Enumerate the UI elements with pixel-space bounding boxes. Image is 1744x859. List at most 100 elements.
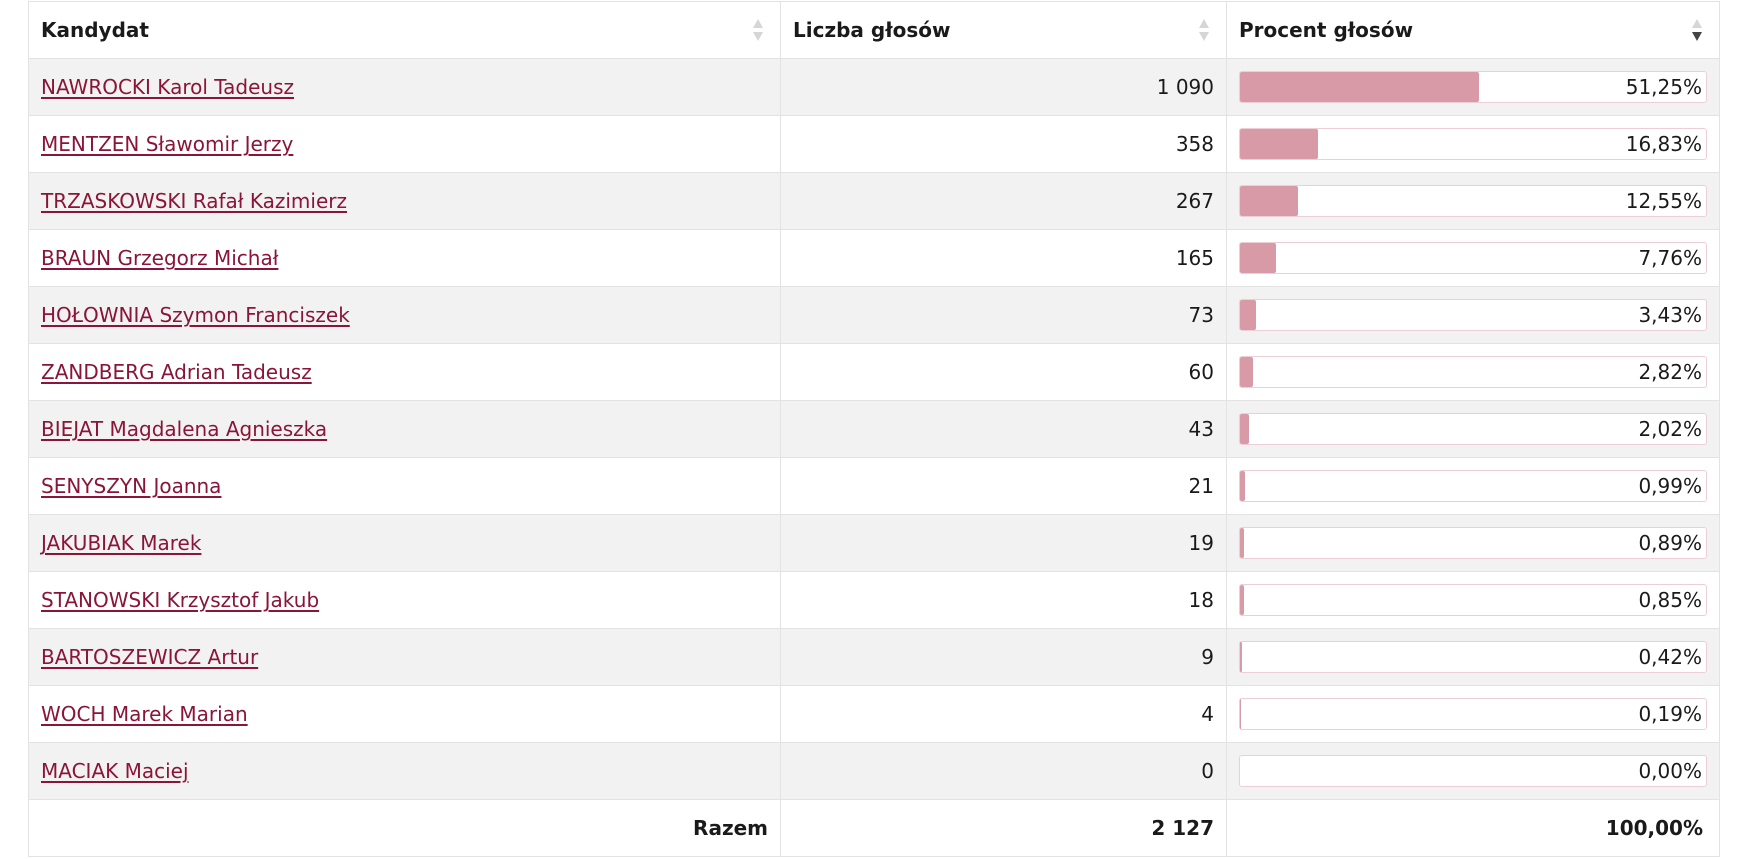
results-table-container: Kandydat Liczba głosów Procent głosów: [28, 1, 1720, 857]
candidate-link[interactable]: TRZASKOWSKI Rafał Kazimierz: [41, 189, 347, 213]
table-row: MENTZEN Sławomir Jerzy 358 16,83%: [28, 115, 1720, 173]
table-row: MACIAK Maciej 0 0,00%: [28, 742, 1720, 800]
table-row: BIEJAT Magdalena Agnieszka 43 2,02%: [28, 400, 1720, 458]
votes-cell: 73: [780, 286, 1227, 344]
percent-label: 0,99%: [1638, 474, 1702, 498]
percent-label: 0,00%: [1638, 759, 1702, 783]
votes-cell: 358: [780, 115, 1227, 173]
candidate-cell: JAKUBIAK Marek: [28, 514, 781, 572]
percent-cell: 16,83%: [1226, 115, 1720, 173]
percent-bar-fill: [1240, 585, 1244, 615]
percent-bar: 51,25%: [1239, 71, 1707, 103]
candidate-cell: BIEJAT Magdalena Agnieszka: [28, 400, 781, 458]
percent-bar: 0,89%: [1239, 527, 1707, 559]
candidate-link[interactable]: BARTOSZEWICZ Artur: [41, 645, 259, 669]
column-header-votes[interactable]: Liczba głosów: [780, 1, 1227, 59]
sort-descending-icon[interactable]: [1691, 17, 1703, 43]
percent-label: 12,55%: [1625, 189, 1702, 213]
percent-bar-fill: [1240, 642, 1242, 672]
percent-bar: 12,55%: [1239, 185, 1707, 217]
percent-bar: 2,82%: [1239, 356, 1707, 388]
candidate-cell: BRAUN Grzegorz Michał: [28, 229, 781, 287]
table-row: JAKUBIAK Marek 19 0,89%: [28, 514, 1720, 572]
candidate-link[interactable]: JAKUBIAK Marek: [41, 531, 202, 555]
votes-cell: 9: [780, 628, 1227, 686]
candidate-link[interactable]: ZANDBERG Adrian Tadeusz: [41, 360, 312, 384]
candidate-cell: SENYSZYN Joanna: [28, 457, 781, 515]
candidate-cell: BARTOSZEWICZ Artur: [28, 628, 781, 686]
table-row: BRAUN Grzegorz Michał 165 7,76%: [28, 229, 1720, 287]
percent-bar: 0,42%: [1239, 641, 1707, 673]
percent-bar-fill: [1240, 528, 1245, 558]
candidate-cell: TRZASKOWSKI Rafał Kazimierz: [28, 172, 781, 230]
percent-cell: 0,89%: [1226, 514, 1720, 572]
percent-bar-fill: [1240, 186, 1299, 216]
percent-cell: 2,82%: [1226, 343, 1720, 401]
percent-bar: 0,99%: [1239, 470, 1707, 502]
percent-cell: 0,85%: [1226, 571, 1720, 629]
table-row: NAWROCKI Karol Tadeusz 1 090 51,25%: [28, 58, 1720, 116]
percent-label: 2,02%: [1638, 417, 1702, 441]
percent-bar: 0,85%: [1239, 584, 1707, 616]
candidate-link[interactable]: WOCH Marek Marian: [41, 702, 248, 726]
table-row: STANOWSKI Krzysztof Jakub 18 0,85%: [28, 571, 1720, 629]
candidate-link[interactable]: MACIAK Maciej: [41, 759, 189, 783]
percent-bar: 16,83%: [1239, 128, 1707, 160]
percent-cell: 2,02%: [1226, 400, 1720, 458]
percent-bar-fill: [1240, 72, 1479, 102]
votes-cell: 18: [780, 571, 1227, 629]
votes-cell: 19: [780, 514, 1227, 572]
percent-label: 0,89%: [1638, 531, 1702, 555]
percent-label: 7,76%: [1638, 246, 1702, 270]
candidate-cell: HOŁOWNIA Szymon Franciszek: [28, 286, 781, 344]
votes-cell: 0: [780, 742, 1227, 800]
column-header-label: Procent głosów: [1239, 18, 1414, 42]
candidate-link[interactable]: NAWROCKI Karol Tadeusz: [41, 75, 295, 99]
percent-bar: 3,43%: [1239, 299, 1707, 331]
votes-cell: 60: [780, 343, 1227, 401]
sort-both-icon[interactable]: [1198, 17, 1210, 43]
candidate-link[interactable]: HOŁOWNIA Szymon Franciszek: [41, 303, 350, 327]
column-header-candidate[interactable]: Kandydat: [28, 1, 781, 59]
column-header-label: Kandydat: [41, 18, 149, 42]
votes-cell: 4: [780, 685, 1227, 743]
table-row: BARTOSZEWICZ Artur 9 0,42%: [28, 628, 1720, 686]
total-votes: 2 127: [780, 799, 1227, 857]
percent-cell: 12,55%: [1226, 172, 1720, 230]
percent-label: 2,82%: [1638, 360, 1702, 384]
candidate-cell: MENTZEN Sławomir Jerzy: [28, 115, 781, 173]
percent-label: 0,19%: [1638, 702, 1702, 726]
column-header-label: Liczba głosów: [793, 18, 951, 42]
column-header-percent[interactable]: Procent głosów: [1226, 1, 1720, 59]
votes-cell: 267: [780, 172, 1227, 230]
table-row: TRZASKOWSKI Rafał Kazimierz 267 12,55%: [28, 172, 1720, 230]
candidate-link[interactable]: MENTZEN Sławomir Jerzy: [41, 132, 294, 156]
candidate-link[interactable]: BIEJAT Magdalena Agnieszka: [41, 417, 328, 441]
candidate-cell: MACIAK Maciej: [28, 742, 781, 800]
percent-bar-fill: [1240, 414, 1250, 444]
percent-label: 16,83%: [1625, 132, 1702, 156]
votes-cell: 43: [780, 400, 1227, 458]
percent-cell: 51,25%: [1226, 58, 1720, 116]
percent-bar-fill: [1240, 243, 1277, 273]
percent-cell: 0,00%: [1226, 742, 1720, 800]
candidate-cell: STANOWSKI Krzysztof Jakub: [28, 571, 781, 629]
table-row: HOŁOWNIA Szymon Franciszek 73 3,43%: [28, 286, 1720, 344]
percent-bar: 0,19%: [1239, 698, 1707, 730]
table-row: ZANDBERG Adrian Tadeusz 60 2,82%: [28, 343, 1720, 401]
total-percent: 100,00%: [1226, 799, 1720, 857]
candidate-link[interactable]: STANOWSKI Krzysztof Jakub: [41, 588, 320, 612]
total-row: Razem 2 127 100,00%: [28, 799, 1720, 857]
votes-cell: 1 090: [780, 58, 1227, 116]
percent-cell: 7,76%: [1226, 229, 1720, 287]
percent-label: 51,25%: [1625, 75, 1702, 99]
results-body: NAWROCKI Karol Tadeusz 1 090 51,25% MENTZEN…: [28, 58, 1720, 800]
percent-label: 3,43%: [1638, 303, 1702, 327]
sort-both-icon[interactable]: [752, 17, 764, 43]
percent-cell: 0,42%: [1226, 628, 1720, 686]
percent-label: 0,85%: [1638, 588, 1702, 612]
votes-cell: 21: [780, 457, 1227, 515]
candidate-cell: ZANDBERG Adrian Tadeusz: [28, 343, 781, 401]
candidate-link[interactable]: BRAUN Grzegorz Michał: [41, 246, 279, 270]
candidate-link[interactable]: SENYSZYN Joanna: [41, 474, 222, 498]
